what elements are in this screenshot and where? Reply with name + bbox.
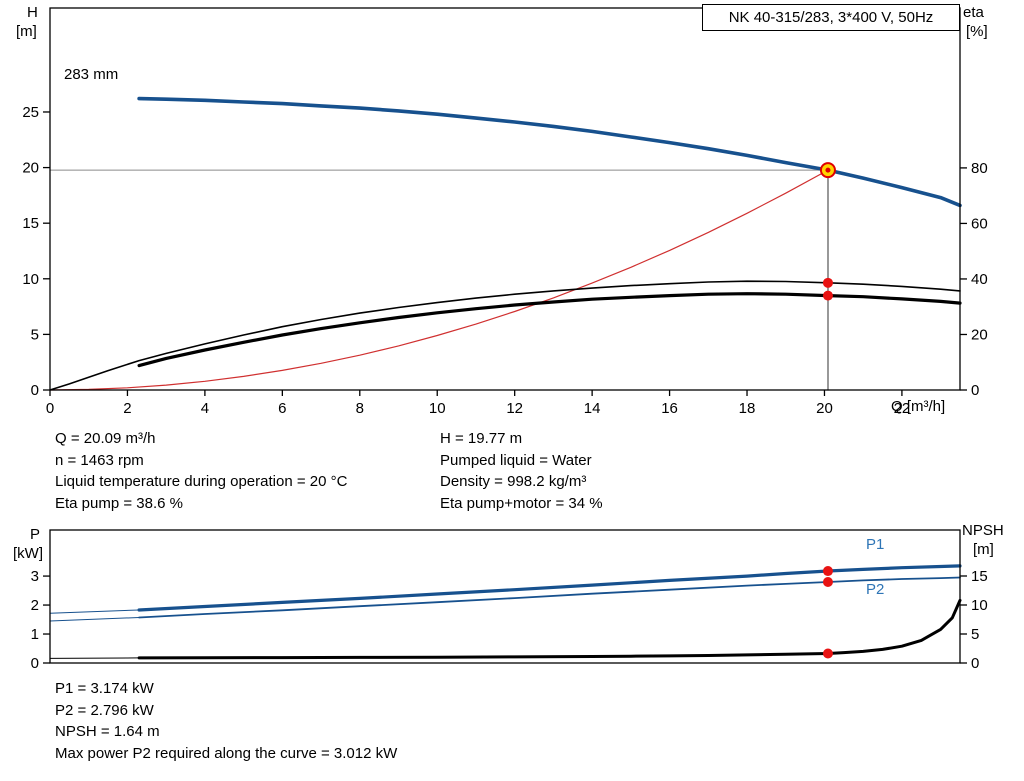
head-curve bbox=[137, 96, 962, 208]
impeller-diameter-label: 283 mm bbox=[64, 66, 119, 83]
info-line: Q = 20.09 m³/h bbox=[55, 430, 156, 447]
info-line: Liquid temperature during operation = 20… bbox=[55, 473, 348, 490]
x-tick-label: 2 bbox=[123, 400, 131, 417]
info-line: P2 = 2.796 kW bbox=[55, 701, 154, 719]
p1-curve-label: P1 bbox=[866, 536, 885, 553]
flow-axis-label: Q [m³/h] bbox=[891, 398, 946, 415]
info-line: Eta pump+motor = 34 % bbox=[440, 494, 603, 512]
y-right-tick-label: 0 bbox=[971, 382, 979, 399]
duty-info-right: H = 19.77 m Pumped liquid = Water Densit… bbox=[440, 428, 603, 514]
info-line: Eta pump = 38.6 % bbox=[55, 494, 183, 512]
qh-eta-chart-frame bbox=[49, 7, 961, 391]
x-tick-label: 8 bbox=[356, 400, 364, 417]
pump-title-box: NK 40-315/283, 3*400 V, 50Hz bbox=[702, 4, 960, 31]
eta-pump-motor-dot bbox=[822, 290, 833, 301]
y-left-tick-label: 0 bbox=[31, 382, 39, 399]
y-right-tick-label: 0 bbox=[971, 655, 979, 672]
y-right-tick-label: 80 bbox=[971, 160, 988, 177]
power-info: P1 = 3.174 kW P2 = 2.796 kW NPSH = 1.64 … bbox=[55, 678, 397, 764]
y-left-tick-label: 15 bbox=[22, 215, 39, 232]
x-tick-label: 18 bbox=[739, 400, 756, 417]
eta-pump-motor-curve bbox=[137, 292, 962, 368]
y-right-tick-label: 10 bbox=[971, 597, 988, 614]
p1-dot bbox=[822, 566, 833, 577]
x-tick-label: 10 bbox=[429, 400, 446, 417]
x-tick-label: 16 bbox=[661, 400, 678, 417]
npsh-axis-unit: [m] bbox=[973, 541, 994, 558]
power-axis-label: P bbox=[30, 526, 41, 543]
info-line: Pumped liquid = Water bbox=[440, 451, 592, 469]
x-tick-label: 20 bbox=[816, 400, 833, 417]
x-tick-label: 4 bbox=[201, 400, 209, 417]
npsh-lead bbox=[49, 657, 140, 659]
npsh-dot bbox=[822, 648, 833, 659]
p1-curve bbox=[137, 564, 962, 612]
y-left-tick-label: 25 bbox=[22, 104, 39, 121]
info-line: P1 = 3.174 kW bbox=[55, 680, 154, 697]
x-tick-label: 0 bbox=[46, 400, 54, 417]
info-line: NPSH = 1.64 m bbox=[55, 723, 160, 740]
x-tick-label: 6 bbox=[278, 400, 286, 417]
y-right-tick-label: 20 bbox=[971, 326, 988, 343]
y-left-tick-label: 1 bbox=[31, 626, 39, 643]
eta-axis-unit: [%] bbox=[966, 23, 988, 40]
eta-pump-dot bbox=[822, 277, 833, 288]
npsh-curve bbox=[137, 598, 962, 660]
head-axis-label: H bbox=[27, 4, 38, 21]
y-left-tick-label: 2 bbox=[31, 597, 39, 614]
x-tick-label: 12 bbox=[506, 400, 523, 417]
y-left-tick-label: 3 bbox=[31, 568, 39, 585]
qh-eta-chart: 0 2 4 6 8 10 12 14 16 18 20 22 0 5 10 15 20 25 0 20 40 60 80 bbox=[22, 7, 988, 417]
y-right-tick-label: 15 bbox=[971, 568, 988, 585]
x-tick-label: 22 bbox=[894, 400, 911, 417]
power-npsh-chart-frame bbox=[49, 529, 961, 664]
x-tick-label: 14 bbox=[584, 400, 601, 417]
y-left-tick-label: 5 bbox=[31, 326, 39, 343]
p1-lead bbox=[49, 609, 140, 614]
power-npsh-chart: 0 1 2 3 0 5 10 15 bbox=[31, 529, 988, 672]
head-axis-unit: [m] bbox=[16, 23, 37, 40]
info-line: H = 19.77 m bbox=[440, 430, 523, 447]
y-right-tick-label: 5 bbox=[971, 626, 979, 643]
eta-pump-curve bbox=[49, 280, 961, 391]
p2-curve-label: P2 bbox=[866, 581, 885, 598]
p2-lead bbox=[49, 617, 140, 622]
duty-point-center bbox=[825, 167, 831, 173]
p2-curve bbox=[138, 576, 961, 619]
y-right-tick-label: 60 bbox=[971, 215, 988, 232]
y-right-tick-label: 40 bbox=[971, 271, 988, 288]
y-left-tick-label: 20 bbox=[22, 160, 39, 177]
npsh-axis-label: NPSH bbox=[962, 522, 1004, 539]
power-axis-unit: [kW] bbox=[13, 545, 43, 562]
system-curve bbox=[49, 169, 829, 391]
y-left-tick-label: 0 bbox=[31, 655, 39, 672]
info-line: Density = 998.2 kg/m³ bbox=[440, 473, 587, 490]
y-left-tick-label: 10 bbox=[22, 271, 39, 288]
eta-axis-label: eta bbox=[963, 4, 984, 21]
p2-dot bbox=[822, 576, 833, 587]
duty-info-left: Q = 20.09 m³/h n = 1463 rpm Liquid tempe… bbox=[55, 428, 347, 514]
info-line: Max power P2 required along the curve = … bbox=[55, 744, 398, 762]
info-line: n = 1463 rpm bbox=[55, 451, 144, 469]
